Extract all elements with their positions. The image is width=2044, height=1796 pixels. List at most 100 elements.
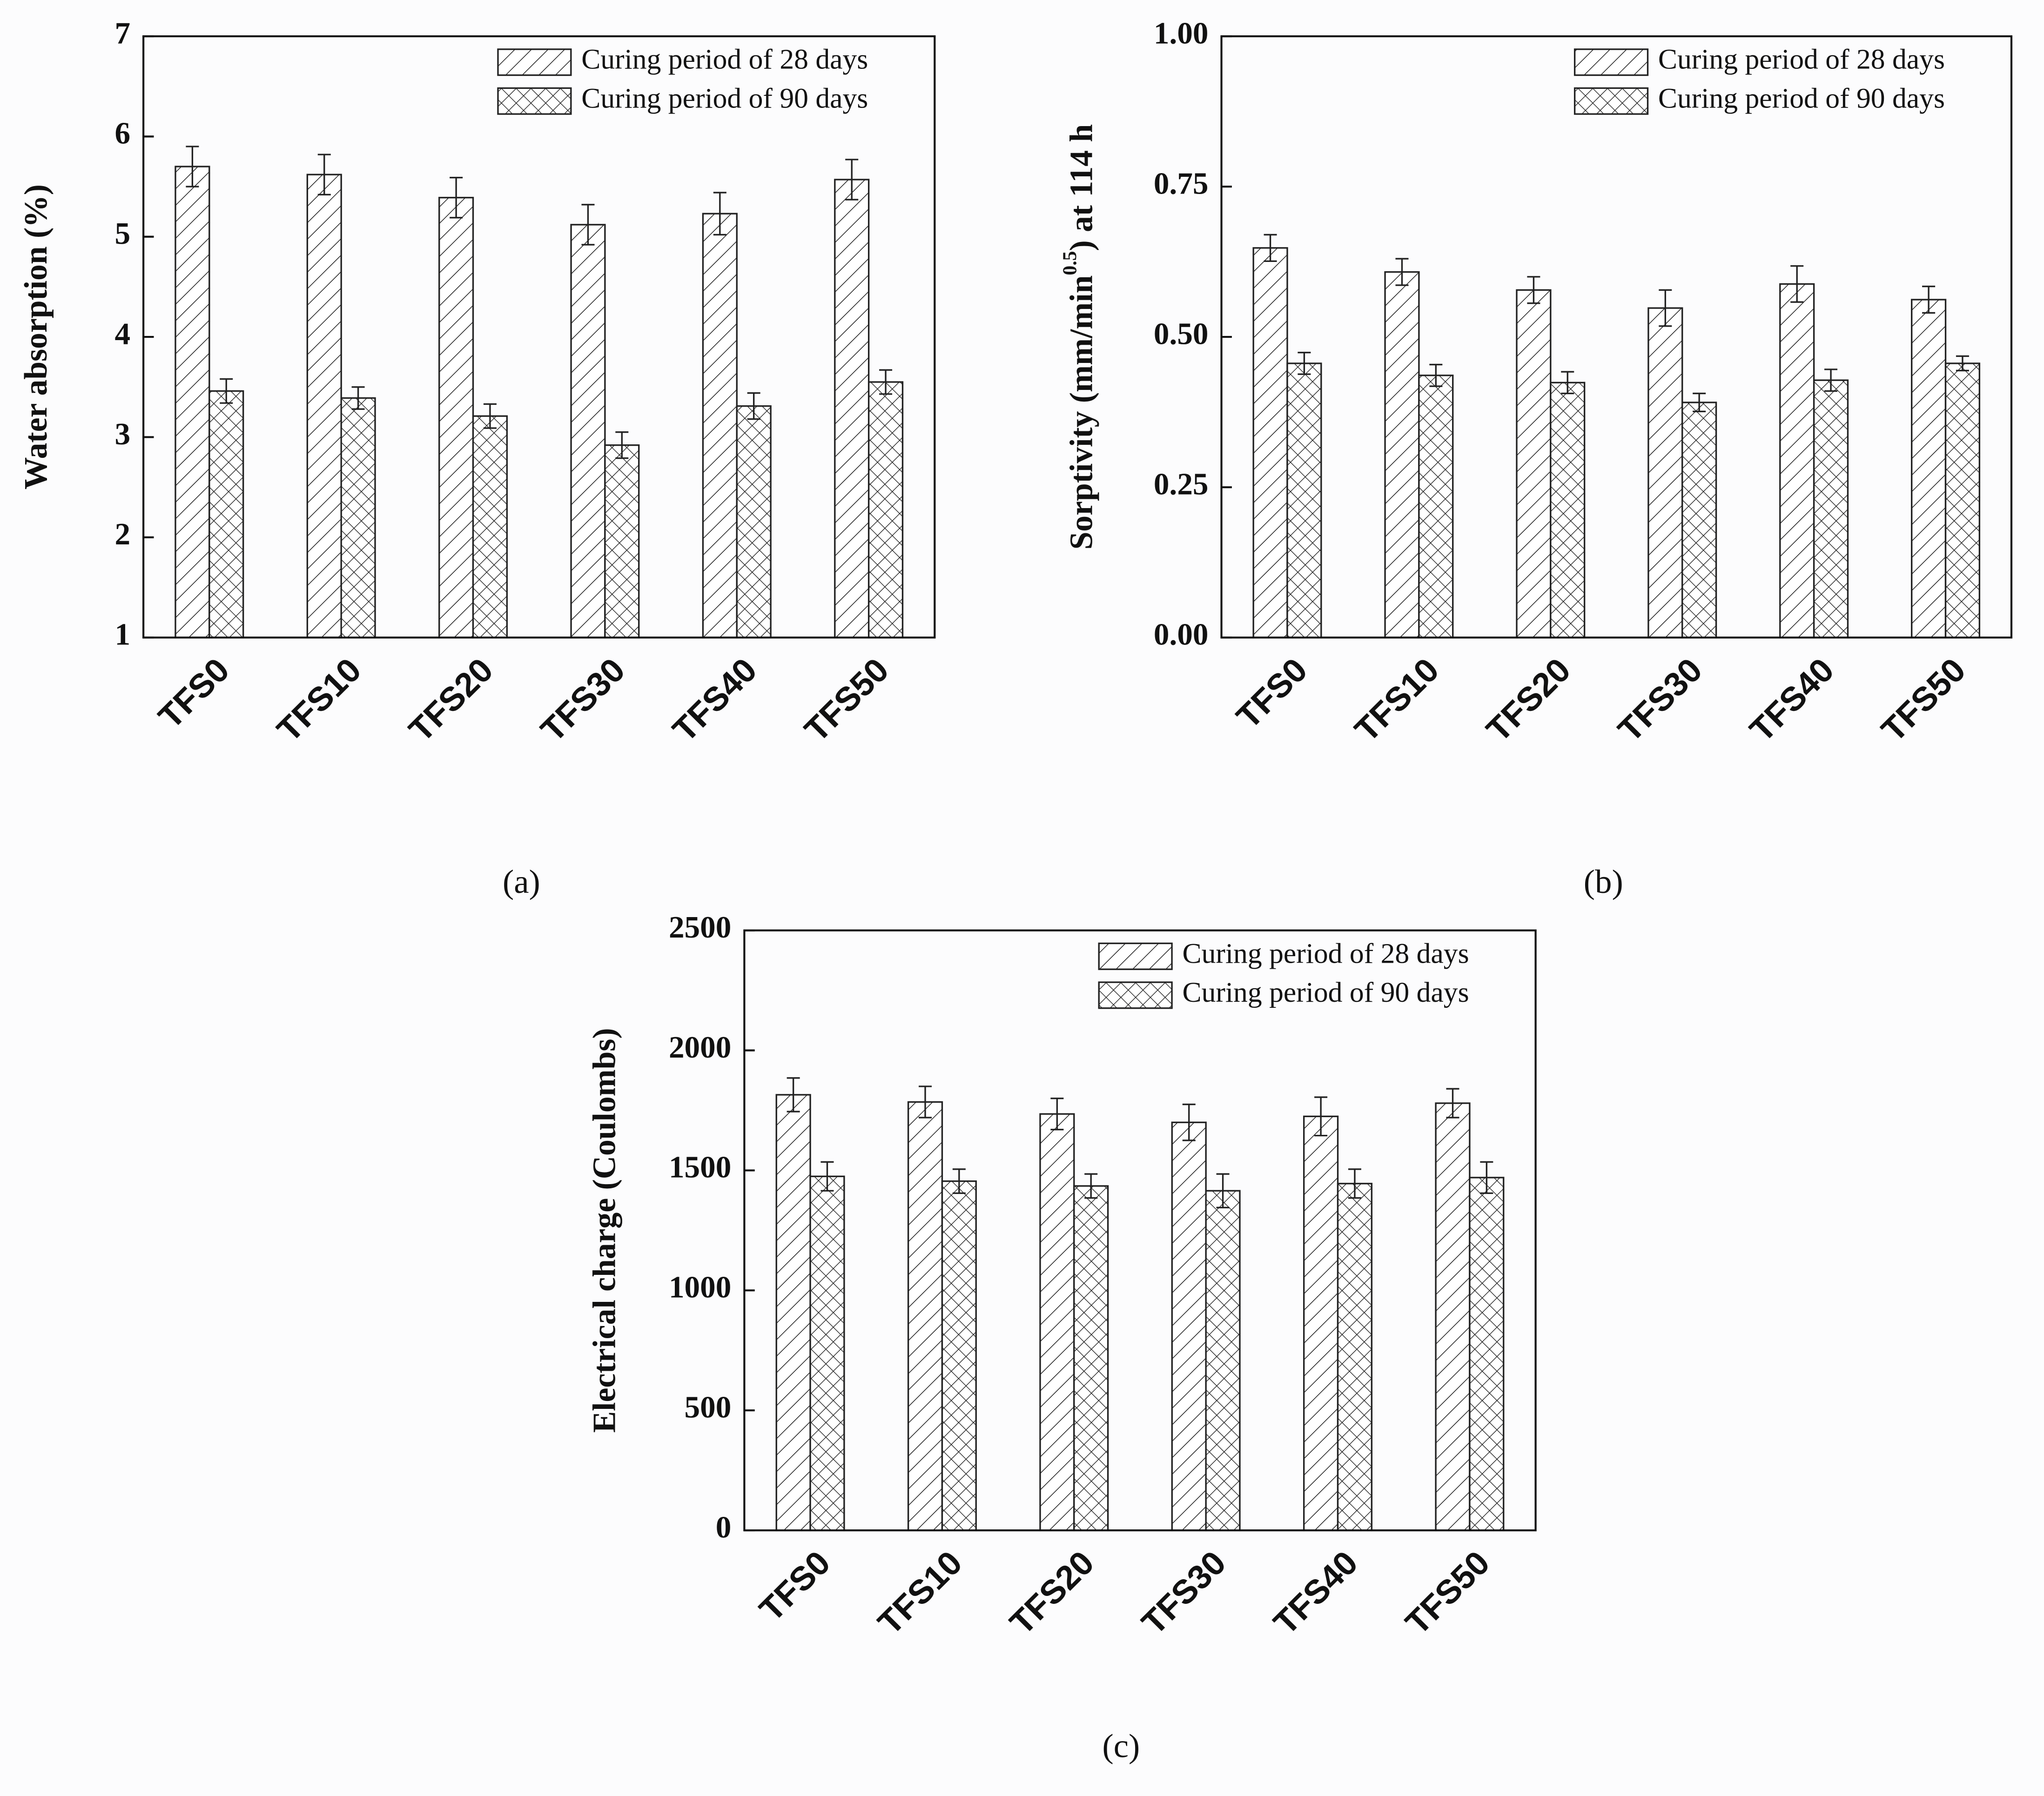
- bar: [834, 179, 870, 638]
- error-bar: [1050, 1098, 1064, 1131]
- y-axis-label: Water absorption (%): [18, 184, 54, 489]
- error-bar: [1659, 289, 1672, 327]
- error-bar: [1348, 1168, 1361, 1199]
- bar: [809, 1175, 845, 1531]
- bar: [1911, 299, 1947, 638]
- x-tick-label: TFS30: [1135, 1544, 1233, 1642]
- error-bar: [952, 1168, 966, 1194]
- y-tick-label: 1000: [669, 1270, 731, 1305]
- bar: [1779, 283, 1815, 638]
- error-bar: [186, 146, 199, 188]
- y-tick-label: 3: [114, 417, 130, 451]
- y-tick-label: 4: [114, 317, 130, 351]
- bar: [306, 174, 342, 638]
- bar: [1418, 375, 1454, 638]
- bar: [1073, 1185, 1109, 1531]
- panel-label: (a): [503, 863, 540, 900]
- y-axis-label-text: Electrical charge (Coulombs): [586, 1028, 622, 1433]
- legend-swatch: [497, 87, 572, 115]
- x-tick-label: TFS40: [1742, 651, 1841, 749]
- error-bar: [1561, 371, 1574, 395]
- bar: [1516, 289, 1552, 638]
- error-bar: [1182, 1103, 1196, 1141]
- error-bar: [1527, 276, 1540, 304]
- plot-frame: [142, 35, 936, 639]
- panel-label: (b): [1584, 863, 1623, 900]
- error-bar: [1790, 265, 1804, 303]
- panel-label: (c): [1102, 1727, 1140, 1765]
- chart-panel: 1 2 3 4 5 6 7 Water absorption (%) TFS0 TFS10 TFS2…: [18, 16, 936, 900]
- error-bar: [450, 176, 463, 219]
- error-bar: [1084, 1173, 1098, 1199]
- bar: [340, 397, 376, 638]
- error-bar: [483, 403, 497, 429]
- error-bar: [351, 386, 365, 410]
- error-bar: [1956, 355, 1969, 372]
- legend-label: Curing period of 28 days: [1658, 44, 1945, 75]
- plot-frame: [1220, 35, 2013, 639]
- bar: [1171, 1121, 1207, 1531]
- x-tick-label: TFS30: [1611, 651, 1709, 749]
- x-tick-label: TFS30: [534, 651, 632, 749]
- bar: [907, 1101, 943, 1531]
- error-bar: [317, 154, 331, 195]
- bar: [1681, 402, 1717, 638]
- x-tick-label: TFS50: [1399, 1544, 1497, 1642]
- bar: [1205, 1190, 1241, 1531]
- bar: [1337, 1183, 1373, 1531]
- y-tick-label: 2000: [669, 1030, 731, 1065]
- error-bar: [615, 431, 629, 459]
- bar: [1813, 379, 1849, 638]
- bar: [438, 197, 474, 638]
- error-bar: [747, 392, 760, 420]
- error-bar: [1446, 1088, 1459, 1119]
- y-axis-label-text: Water absorption (%): [18, 184, 54, 489]
- legend-swatch: [1573, 48, 1649, 76]
- x-tick-label: TFS50: [797, 651, 896, 749]
- y-tick-label: 500: [685, 1390, 732, 1425]
- error-bar: [879, 369, 893, 395]
- x-tick-label: TFS20: [402, 651, 500, 749]
- y-tick-label: 1500: [669, 1150, 731, 1185]
- x-tick-label: TFS0: [1229, 651, 1314, 736]
- plot-frame: [743, 929, 1537, 1532]
- error-bar: [1480, 1161, 1493, 1194]
- bar: [1469, 1177, 1505, 1531]
- bar: [1550, 382, 1586, 638]
- legend-label: Curing period of 90 days: [1658, 82, 1945, 114]
- bar: [736, 405, 772, 638]
- error-bar: [1429, 363, 1443, 387]
- x-tick-label: TFS10: [270, 651, 369, 749]
- error-bar: [1216, 1173, 1230, 1209]
- bar: [175, 166, 210, 638]
- bar: [1286, 362, 1322, 638]
- bar: [472, 415, 508, 638]
- error-bar: [220, 378, 233, 404]
- error-bar: [919, 1086, 932, 1119]
- bar: [1252, 247, 1288, 638]
- y-tick-label: 0.25: [1154, 467, 1209, 502]
- bar: [867, 381, 904, 638]
- y-tick-label: 2500: [669, 910, 731, 945]
- error-bar: [1298, 352, 1311, 375]
- x-tick-label: TFS40: [666, 651, 764, 749]
- y-tick-label: 0.00: [1154, 617, 1209, 652]
- y-axis-label-end: ) at 114 h: [1063, 124, 1099, 251]
- x-tick-label: TFS40: [1266, 1544, 1365, 1642]
- legend-swatch: [1098, 981, 1173, 1009]
- bar: [702, 213, 738, 638]
- bar: [208, 390, 244, 638]
- y-tick-label: 1.00: [1154, 16, 1209, 50]
- legend-swatch: [497, 48, 572, 76]
- y-tick-label: 0.75: [1154, 167, 1209, 201]
- y-axis-label: Sorptivity (mm/min0.5) at 114 h: [1059, 124, 1100, 550]
- error-bar: [845, 159, 859, 201]
- error-bar: [1314, 1096, 1328, 1137]
- legend-swatch: [1573, 87, 1649, 115]
- bar: [604, 444, 640, 638]
- y-tick-label: 6: [114, 116, 130, 151]
- y-tick-label: 0: [716, 1510, 732, 1545]
- y-tick-label: 0.50: [1154, 317, 1209, 351]
- y-tick-label: 2: [114, 517, 130, 551]
